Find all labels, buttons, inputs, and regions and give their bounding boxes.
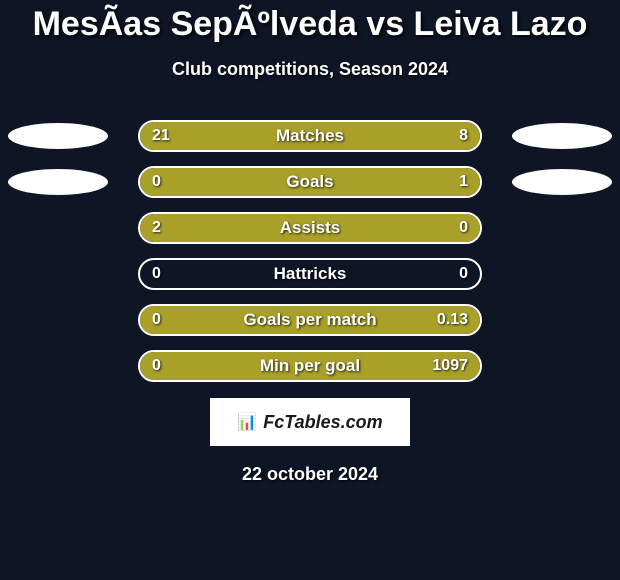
stat-bar: 21 Matches 8 <box>138 120 482 152</box>
stat-row: 0 Goals per match 0.13 <box>0 304 620 336</box>
stat-row: 0 Hattricks 0 <box>0 258 620 290</box>
stat-label: Goals per match <box>243 310 376 330</box>
stat-value-left: 2 <box>152 219 161 237</box>
player-badge-right <box>512 169 612 195</box>
page-title: MesÃ­as SepÃºlveda vs Leiva Lazo <box>0 5 620 44</box>
stat-bar: 0 Min per goal 1097 <box>138 350 482 382</box>
subtitle: Club competitions, Season 2024 <box>0 59 620 80</box>
chart-icon: 📊 <box>237 412 257 432</box>
stat-bar: 0 Goals per match 0.13 <box>138 304 482 336</box>
stat-value-right: 0 <box>459 219 468 237</box>
stat-row: 0 Goals 1 <box>0 166 620 198</box>
player-badge-left <box>8 169 108 195</box>
stat-label: Matches <box>276 126 344 146</box>
stat-value-right: 1097 <box>432 357 468 375</box>
stat-row: 2 Assists 0 <box>0 212 620 244</box>
stat-label: Min per goal <box>260 356 360 376</box>
bar-fill-left <box>140 122 385 150</box>
player-badge-left <box>8 123 108 149</box>
stat-value-left: 0 <box>152 357 161 375</box>
stat-label: Hattricks <box>274 264 347 284</box>
stat-label: Goals <box>286 172 333 192</box>
stat-row: 21 Matches 8 <box>0 120 620 152</box>
logo-box: 📊 FcTables.com <box>210 398 410 446</box>
stat-value-left: 0 <box>152 265 161 283</box>
logo-text: FcTables.com <box>263 412 382 433</box>
date-label: 22 october 2024 <box>0 464 620 485</box>
stat-value-right: 8 <box>459 127 468 145</box>
stat-value-left: 21 <box>152 127 170 145</box>
stat-label: Assists <box>280 218 340 238</box>
stat-value-right: 0.13 <box>437 311 468 329</box>
stat-value-left: 0 <box>152 173 161 191</box>
stat-row: 0 Min per goal 1097 <box>0 350 620 382</box>
stat-value-left: 0 <box>152 311 161 329</box>
stat-bar: 0 Goals 1 <box>138 166 482 198</box>
stat-bar: 0 Hattricks 0 <box>138 258 482 290</box>
stat-value-right: 0 <box>459 265 468 283</box>
stat-bar: 2 Assists 0 <box>138 212 482 244</box>
player-badge-right <box>512 123 612 149</box>
stat-value-right: 1 <box>459 173 468 191</box>
